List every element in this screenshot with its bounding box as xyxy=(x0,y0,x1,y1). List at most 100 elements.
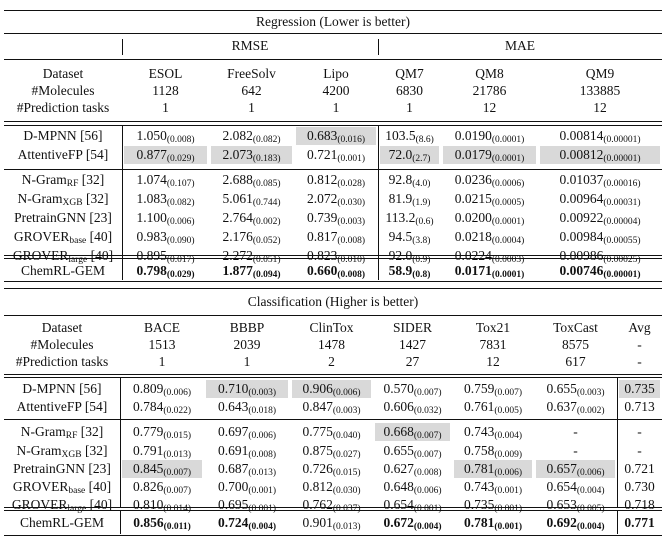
method-name: GROVERlarge [40] xyxy=(4,248,122,265)
score-value: 1.050 xyxy=(136,128,167,143)
score-std: (0.090) xyxy=(166,236,195,246)
score-std: (0.0003) xyxy=(491,255,525,265)
score-value: 0.775 xyxy=(302,424,333,439)
score-cell: 0.00984(0.00055) xyxy=(538,229,662,246)
dataset-name: BBBP xyxy=(229,320,265,335)
score-value: 0.758 xyxy=(463,443,495,458)
score-std: (0.0001) xyxy=(491,270,525,280)
score-value: 0.643 xyxy=(217,399,249,414)
score-cell: 0.648(0.006) xyxy=(373,479,452,496)
score-cell: 0.691(0.008) xyxy=(204,443,290,460)
score-value: 1.877 xyxy=(222,263,253,278)
score-value: 0.0218 xyxy=(454,229,492,244)
score-value: 0.724 xyxy=(217,515,249,530)
header-label-2: #Prediction tasks xyxy=(15,354,109,369)
score-cell: 0.743(0.004) xyxy=(452,424,534,441)
score-std: (0.0001) xyxy=(491,154,525,164)
score-std: (0.006) xyxy=(166,217,195,227)
score-cell: 103.5(8.6) xyxy=(378,128,441,145)
score-cell: 0.687(0.013) xyxy=(204,461,290,478)
score-cell: 0.779(0.015) xyxy=(120,424,204,441)
score-value: 0.648 xyxy=(383,479,414,494)
dataset-molecules: - xyxy=(637,337,642,352)
score-cell: 0.00964(0.00031) xyxy=(538,191,662,208)
score-std: (0.007) xyxy=(494,388,523,398)
column-separator xyxy=(378,258,379,280)
score-value: 0.570 xyxy=(383,381,414,396)
score-value: 2.072 xyxy=(306,191,338,206)
score-value: 0.845 xyxy=(132,461,164,476)
regression-table: Regression (Lower is better) RMSE MAE Da… xyxy=(4,10,662,282)
method-label: D-MPNN xyxy=(22,381,76,396)
dataset-molecules: 7831 xyxy=(479,337,507,352)
score-value: 0.781 xyxy=(463,515,495,530)
score-value: 2.272 xyxy=(222,248,253,263)
classification-table: Classification (Higher is better) Datase… xyxy=(4,288,662,536)
score-std: (0.028) xyxy=(337,179,366,189)
score-std: (0.008) xyxy=(413,468,442,478)
score-value: 0.0215 xyxy=(454,191,492,206)
score-std: (0.008) xyxy=(248,450,277,460)
method-variant: RF xyxy=(66,179,79,189)
score-cell: 0.856(0.011) xyxy=(120,515,204,532)
score-cell: 0.762(0.037) xyxy=(290,497,373,514)
score-cell: 0.906(0.006) xyxy=(290,381,373,398)
method-label: ChemRL-GEM xyxy=(20,515,104,530)
score-cell: 0.700(0.001) xyxy=(204,479,290,496)
score-value: 92.0 xyxy=(388,248,413,263)
dataset-molecules: 642 xyxy=(241,83,262,98)
score-value: 81.9 xyxy=(388,191,413,206)
score-std: (0.005) xyxy=(494,406,523,416)
score-value: 0.726 xyxy=(302,461,333,476)
method-reference: [32] xyxy=(85,191,109,206)
highlighted-cell xyxy=(292,380,371,398)
method-label: N-Gram xyxy=(16,443,62,458)
method-name: D-MPNN [56] xyxy=(4,128,122,144)
score-std: (0.011) xyxy=(163,522,191,532)
score-cell: 0.895(0.017) xyxy=(122,248,209,265)
score-value: 0.759 xyxy=(463,381,495,396)
score-cell: 0.812(0.030) xyxy=(290,479,373,496)
highlighted-cell xyxy=(536,460,615,478)
score-value: 0.721 xyxy=(624,461,655,476)
score-value: 0.00964 xyxy=(559,191,604,206)
method-label: PretrainGNN xyxy=(14,210,87,225)
score-value: 0.668 xyxy=(383,424,414,439)
score-cell: 0.845(0.007) xyxy=(120,461,204,478)
score-value: 1.074 xyxy=(136,172,167,187)
dataset-tasks: 1 xyxy=(243,354,251,369)
score-value: 0.718 xyxy=(624,497,655,512)
score-cell: 0.655(0.003) xyxy=(534,381,617,398)
score-std: (0.003) xyxy=(576,388,605,398)
score-cell: 0.812(0.028) xyxy=(294,172,378,189)
score-value: 103.5 xyxy=(385,128,416,143)
score-std: (0.00001) xyxy=(603,270,641,280)
score-cell: 2.272(0.051) xyxy=(209,248,294,265)
score-std: (0.00055) xyxy=(603,236,641,246)
score-cell: 0.00986(0.00025) xyxy=(538,248,662,265)
dataset-name: ToxCast xyxy=(553,320,598,335)
dataset-tasks: 1 xyxy=(248,100,255,115)
score-std: (0.018) xyxy=(248,406,277,416)
score-cell: 0.877(0.029) xyxy=(122,147,209,164)
score-std: (0.008) xyxy=(337,270,366,280)
method-reference: [56] xyxy=(80,128,103,143)
header-label-2: #Prediction tasks xyxy=(16,100,110,115)
score-cell: 0.875(0.027) xyxy=(290,443,373,460)
score-cell: 0.00814(0.00001) xyxy=(538,128,662,145)
method-name: N-GramRF [32] xyxy=(4,172,122,189)
score-std: (0.015) xyxy=(163,431,192,441)
score-std: (0.082) xyxy=(252,135,281,145)
method-variant: large xyxy=(68,255,88,265)
method-name: D-MPNN [56] xyxy=(4,381,120,397)
score-std: (0.00031) xyxy=(603,198,641,208)
score-cell: 1.074(0.107) xyxy=(122,172,209,189)
score-std: (0.002) xyxy=(252,217,281,227)
score-value: 0.826 xyxy=(132,479,164,494)
column-separator xyxy=(120,377,121,507)
score-std: (1.9) xyxy=(412,198,431,208)
score-cell: 0.721 xyxy=(617,461,662,477)
score-value: 2.764 xyxy=(222,210,253,225)
score-std: (0.006) xyxy=(163,388,192,398)
score-std: (0.085) xyxy=(252,179,281,189)
